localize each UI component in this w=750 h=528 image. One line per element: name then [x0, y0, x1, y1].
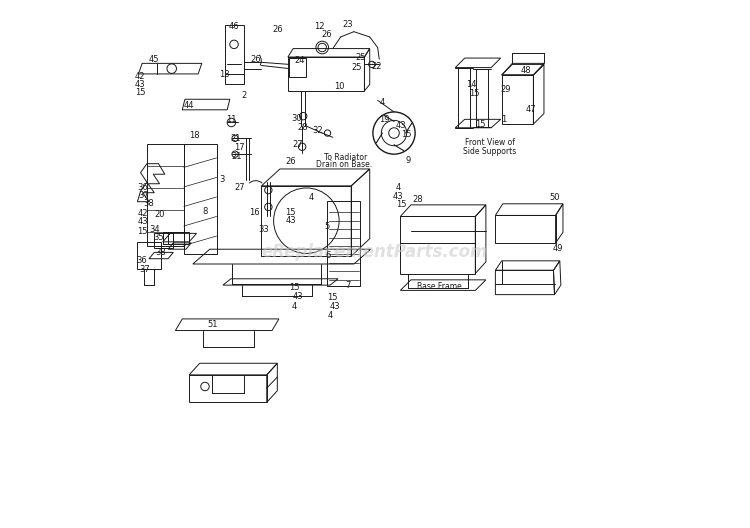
- Text: 25: 25: [352, 63, 362, 72]
- Text: 15: 15: [396, 200, 406, 210]
- Text: 42: 42: [137, 209, 148, 218]
- Text: 19: 19: [380, 115, 390, 125]
- Text: 9: 9: [405, 156, 410, 165]
- Text: 45: 45: [149, 54, 160, 64]
- Text: 43: 43: [393, 192, 404, 201]
- Text: 32: 32: [313, 126, 323, 136]
- Text: 50: 50: [549, 193, 560, 202]
- Text: 4: 4: [292, 301, 297, 311]
- Text: 43: 43: [396, 121, 406, 130]
- Text: 4: 4: [309, 193, 314, 203]
- Text: 16: 16: [249, 208, 260, 217]
- Text: 21: 21: [232, 152, 242, 162]
- Text: 18: 18: [189, 130, 200, 140]
- Text: 15: 15: [401, 129, 412, 139]
- Text: 35: 35: [153, 233, 164, 242]
- Text: 20: 20: [154, 210, 165, 219]
- Text: 25: 25: [355, 52, 365, 62]
- Text: 6: 6: [326, 251, 332, 260]
- Text: 48: 48: [520, 66, 531, 76]
- Text: 4: 4: [395, 183, 400, 193]
- Text: 44: 44: [184, 101, 194, 110]
- Text: 38: 38: [144, 199, 154, 209]
- Text: 36: 36: [137, 183, 148, 192]
- Text: 47: 47: [526, 105, 536, 115]
- Text: 43: 43: [329, 301, 340, 311]
- Text: Side Supports: Side Supports: [464, 146, 517, 156]
- Text: 15: 15: [469, 89, 479, 99]
- Text: 43: 43: [285, 216, 296, 225]
- Text: 15: 15: [328, 293, 338, 303]
- Text: 26: 26: [272, 25, 284, 34]
- Text: 22: 22: [372, 62, 382, 71]
- Text: 11: 11: [226, 115, 237, 125]
- Text: 4: 4: [328, 310, 333, 320]
- Text: 37: 37: [140, 265, 150, 274]
- Text: 21: 21: [230, 134, 241, 144]
- Text: 46: 46: [228, 22, 238, 31]
- Text: 15: 15: [285, 208, 296, 217]
- Text: 7: 7: [345, 280, 350, 290]
- Text: 51: 51: [207, 320, 218, 329]
- Text: 15: 15: [137, 227, 148, 236]
- Text: 33: 33: [259, 224, 269, 234]
- Text: 49: 49: [553, 243, 563, 253]
- Text: 1: 1: [501, 115, 506, 124]
- Text: 34: 34: [149, 224, 160, 234]
- Text: 12: 12: [314, 22, 324, 31]
- Text: Front View of: Front View of: [465, 138, 515, 147]
- Text: 27: 27: [292, 140, 303, 149]
- Text: 14: 14: [466, 80, 476, 89]
- Text: 37: 37: [138, 191, 149, 200]
- Text: 28: 28: [412, 195, 422, 204]
- Text: 15: 15: [135, 88, 146, 98]
- Text: 17: 17: [235, 143, 245, 153]
- Text: 27: 27: [235, 183, 245, 193]
- Text: 5: 5: [325, 222, 330, 231]
- Text: 26: 26: [285, 156, 296, 166]
- Text: 24: 24: [295, 55, 305, 65]
- Text: 26: 26: [321, 30, 332, 40]
- Text: eReplacementParts.com: eReplacementParts.com: [262, 243, 488, 261]
- Text: 38: 38: [155, 248, 166, 257]
- Text: 2: 2: [242, 90, 247, 100]
- Text: 23: 23: [342, 20, 352, 30]
- Text: 26: 26: [251, 55, 261, 64]
- Text: Drain on Base.: Drain on Base.: [316, 160, 373, 169]
- Text: 43: 43: [137, 217, 148, 227]
- Text: 36: 36: [136, 256, 147, 266]
- Text: 15: 15: [290, 283, 300, 293]
- Text: 3: 3: [219, 175, 224, 184]
- Text: To Radiator: To Radiator: [324, 153, 367, 162]
- Text: 10: 10: [334, 82, 344, 91]
- Text: 4: 4: [380, 98, 385, 108]
- Text: 43: 43: [292, 292, 303, 301]
- Text: Base Frame: Base Frame: [417, 281, 462, 291]
- Text: 30: 30: [292, 114, 302, 124]
- Text: 8: 8: [202, 206, 208, 216]
- Text: 29: 29: [501, 85, 512, 95]
- Text: 15: 15: [476, 120, 486, 129]
- Text: 13: 13: [219, 70, 230, 80]
- Text: 42: 42: [135, 72, 146, 81]
- Text: 43: 43: [135, 80, 146, 89]
- Text: 28: 28: [298, 122, 308, 132]
